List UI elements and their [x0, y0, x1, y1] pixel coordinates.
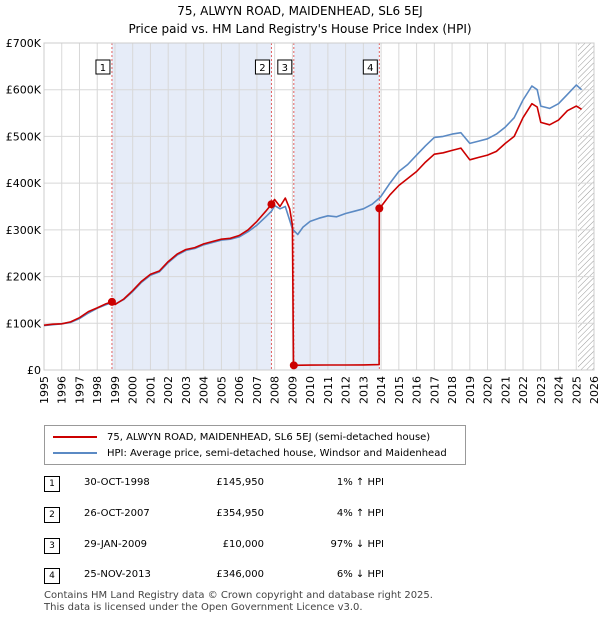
sale-label-box-4 [362, 59, 378, 75]
y-tick-label: £300K [6, 224, 42, 237]
property-series-line [43, 102, 583, 367]
x-tick-label: 2015 [393, 376, 406, 404]
chart-title: 75, ALWYN ROAD, MAIDENHEAD, SL6 5EJ [177, 4, 423, 18]
sale-number: 1 [44, 476, 60, 492]
sale-point-1 [107, 297, 116, 306]
sale-label-3: 3 [282, 63, 288, 74]
sale-price: £346,000 [216, 569, 264, 580]
plot-frame [43, 42, 595, 371]
x-tick-label: 2009 [286, 376, 299, 404]
x-tick-label: 1998 [91, 376, 104, 404]
sale-row-4: 4 25-NOV-2013 £346,000 6% ↓ HPI [44, 568, 464, 584]
x-tick-label: 2020 [482, 376, 495, 404]
sale-row-2: 2 26-OCT-2007 £354,950 4% ↑ HPI [44, 507, 464, 523]
sale-price: £354,950 [216, 508, 264, 519]
x-tick-label: 2001 [144, 376, 157, 404]
x-tick-label: 2026 [588, 376, 600, 404]
y-tick-label: £700K [6, 37, 42, 50]
x-tick-label: 2011 [322, 376, 335, 404]
x-tick-label: 2008 [269, 376, 282, 404]
legend-line-hpi [53, 452, 97, 454]
x-tick-label: 2000 [127, 376, 140, 404]
x-tick-label: 1999 [109, 376, 122, 404]
x-tick-label: 1996 [56, 376, 69, 404]
x-tick-label: 2022 [517, 376, 530, 404]
y-tick-label: £600K [6, 84, 42, 97]
y-tick-label: £400K [6, 177, 42, 190]
sale-hpi-change: 6% ↓ HPI [336, 569, 384, 580]
y-tick-label: £0 [27, 364, 41, 377]
x-tick-label: 2021 [499, 376, 512, 404]
sale-date: 26-OCT-2007 [84, 508, 150, 519]
sale-date: 30-OCT-1998 [84, 477, 150, 488]
y-tick-label: £100K [6, 317, 42, 330]
x-tick-label: 2005 [215, 376, 228, 404]
x-tick-label: 2007 [251, 376, 264, 404]
sale-label-4: 4 [367, 63, 373, 74]
sale-hpi-change: 1% ↑ HPI [336, 477, 384, 488]
sale-date: 29-JAN-2009 [84, 539, 148, 550]
sale-point-2 [267, 200, 276, 209]
x-tick-label: 2006 [233, 376, 246, 404]
x-tick-label: 2025 [570, 376, 583, 404]
sale-row-3: 3 29-JAN-2009 £10,000 97% ↓ HPI [44, 538, 464, 554]
sale-label-1: 1 [100, 63, 106, 74]
shaded-span-2 [293, 43, 380, 370]
sale-point-4 [375, 204, 384, 213]
legend-label-property: 75, ALWYN ROAD, MAIDENHEAD, SL6 5EJ (sem… [107, 431, 431, 443]
x-tick-label: 2016 [411, 376, 424, 404]
x-tick-label: 2002 [162, 376, 175, 404]
x-tick-label: 2012 [340, 376, 353, 404]
sale-number: 3 [44, 538, 60, 554]
footer-copyright: Contains HM Land Registry data © Crown c… [44, 590, 433, 601]
y-tick-label: £200K [6, 271, 42, 284]
y-tick-label: £500K [6, 130, 42, 143]
sale-label-box-1 [95, 59, 111, 75]
chart-subtitle: Price paid vs. HM Land Registry's House … [128, 22, 472, 36]
forecast-hatch [578, 43, 594, 370]
x-tick-label: 2019 [464, 376, 477, 404]
x-tick-label: 2010 [304, 376, 317, 404]
sale-label-box-3 [277, 59, 293, 75]
x-tick-label: 1997 [73, 376, 86, 404]
x-tick-label: 2024 [553, 376, 566, 404]
sale-hpi-change: 97% ↓ HPI [330, 539, 384, 550]
sale-number: 4 [44, 568, 60, 584]
sale-price: £10,000 [222, 539, 264, 550]
legend-line-property [53, 436, 97, 438]
legend-item-property: 75, ALWYN ROAD, MAIDENHEAD, SL6 5EJ (sem… [53, 430, 430, 444]
x-tick-label: 2014 [375, 376, 388, 404]
sale-date: 25-NOV-2013 [84, 569, 151, 580]
sale-price: £145,950 [216, 477, 264, 488]
sale-hpi-change: 4% ↑ HPI [336, 508, 384, 519]
x-tick-label: 2004 [198, 376, 211, 404]
x-tick-label: 2003 [180, 376, 193, 404]
x-tick-label: 2013 [357, 376, 370, 404]
sale-label-box-2 [254, 59, 270, 75]
x-tick-label: 1995 [38, 376, 51, 404]
sale-point-3 [289, 361, 298, 370]
x-tick-label: 2017 [428, 376, 441, 404]
footer: Contains HM Land Registry data © Crown c… [44, 590, 433, 614]
sale-row-1: 1 30-OCT-1998 £145,950 1% ↑ HPI [44, 476, 464, 492]
sale-label-2: 2 [259, 63, 265, 74]
footer-licence: This data is licensed under the Open Gov… [44, 602, 363, 613]
legend-label-hpi: HPI: Average price, semi-detached house,… [107, 447, 447, 459]
x-tick-label: 2023 [535, 376, 548, 404]
price-chart: £0 £100K £200K £300K £400K £500K £600K £700K 199… [6, 37, 600, 404]
legend-item-hpi: HPI: Average price, semi-detached house,… [53, 446, 447, 460]
chart-legend: 75, ALWYN ROAD, MAIDENHEAD, SL6 5EJ (sem… [44, 425, 466, 465]
x-tick-label: 2018 [446, 376, 459, 404]
sale-number: 2 [44, 507, 60, 523]
shaded-span-1 [111, 43, 272, 370]
